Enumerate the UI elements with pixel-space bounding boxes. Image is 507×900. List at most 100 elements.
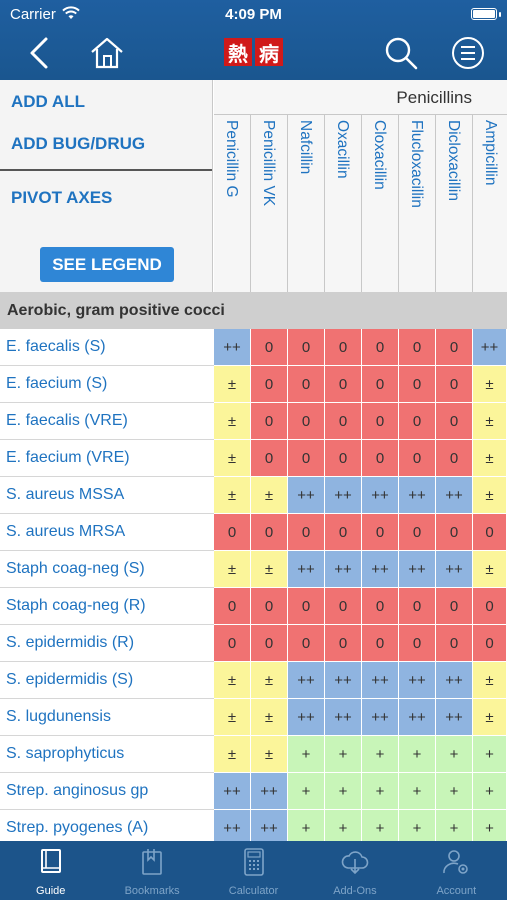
susceptibility-cell[interactable]: 0 bbox=[436, 403, 473, 440]
susceptibility-cell[interactable]: + bbox=[362, 736, 399, 773]
susceptibility-cell[interactable]: 0 bbox=[362, 440, 399, 477]
home-icon[interactable] bbox=[88, 34, 126, 72]
susceptibility-cell[interactable]: ± bbox=[214, 440, 251, 477]
susceptibility-cell[interactable]: ++ bbox=[214, 773, 251, 810]
add-bug-drug-button[interactable]: ADD BUG/DRUG bbox=[11, 134, 146, 153]
susceptibility-cell[interactable]: ++ bbox=[325, 477, 362, 514]
susceptibility-cell[interactable]: 0 bbox=[251, 514, 288, 551]
susceptibility-cell[interactable]: 0 bbox=[399, 514, 436, 551]
organism-label[interactable]: E. faecalis (S) bbox=[0, 329, 214, 366]
susceptibility-cell[interactable]: ++ bbox=[251, 810, 288, 841]
susceptibility-cell[interactable]: 0 bbox=[325, 366, 362, 403]
organism-label[interactable]: E. faecium (S) bbox=[0, 366, 214, 403]
susceptibility-cell[interactable]: ++ bbox=[399, 477, 436, 514]
susceptibility-cell[interactable]: ± bbox=[251, 699, 288, 736]
susceptibility-cell[interactable]: + bbox=[399, 773, 436, 810]
tab-guide[interactable]: Guide bbox=[0, 841, 101, 900]
susceptibility-cell[interactable]: ± bbox=[251, 736, 288, 773]
susceptibility-cell[interactable]: ++ bbox=[325, 662, 362, 699]
susceptibility-cell[interactable]: 0 bbox=[473, 514, 507, 551]
susceptibility-cell[interactable]: ± bbox=[251, 477, 288, 514]
drug-column[interactable]: Ampicillin bbox=[473, 115, 507, 292]
susceptibility-cell[interactable]: 0 bbox=[436, 588, 473, 625]
susceptibility-cell[interactable]: + bbox=[288, 810, 325, 841]
susceptibility-cell[interactable]: + bbox=[399, 810, 436, 841]
susceptibility-cell[interactable]: 0 bbox=[251, 440, 288, 477]
see-legend-button[interactable]: SEE LEGEND bbox=[40, 247, 174, 282]
susceptibility-cell[interactable]: 0 bbox=[473, 588, 507, 625]
search-icon[interactable] bbox=[382, 34, 420, 72]
susceptibility-cell[interactable]: ± bbox=[251, 662, 288, 699]
susceptibility-cell[interactable]: ++ bbox=[399, 551, 436, 588]
susceptibility-cell[interactable]: + bbox=[473, 773, 507, 810]
susceptibility-cell[interactable]: 0 bbox=[288, 403, 325, 440]
susceptibility-cell[interactable]: + bbox=[288, 736, 325, 773]
susceptibility-cell[interactable]: ± bbox=[214, 662, 251, 699]
susceptibility-cell[interactable]: 0 bbox=[214, 588, 251, 625]
susceptibility-cell[interactable]: 0 bbox=[325, 440, 362, 477]
susceptibility-cell[interactable]: 0 bbox=[251, 588, 288, 625]
susceptibility-cell[interactable]: 0 bbox=[362, 366, 399, 403]
susceptibility-cell[interactable]: ++ bbox=[251, 773, 288, 810]
susceptibility-cell[interactable]: 0 bbox=[399, 588, 436, 625]
susceptibility-cell[interactable]: 0 bbox=[288, 588, 325, 625]
susceptibility-cell[interactable]: + bbox=[436, 736, 473, 773]
susceptibility-cell[interactable]: + bbox=[362, 810, 399, 841]
susceptibility-cell[interactable]: 0 bbox=[214, 625, 251, 662]
drug-column[interactable]: Nafcillin bbox=[288, 115, 325, 292]
susceptibility-cell[interactable]: 0 bbox=[325, 329, 362, 366]
susceptibility-cell[interactable]: ± bbox=[214, 551, 251, 588]
susceptibility-cell[interactable]: ± bbox=[473, 440, 507, 477]
susceptibility-cell[interactable]: 0 bbox=[436, 440, 473, 477]
tab-account[interactable]: Account bbox=[406, 841, 507, 900]
susceptibility-cell[interactable]: ± bbox=[214, 736, 251, 773]
susceptibility-cell[interactable]: ++ bbox=[288, 662, 325, 699]
susceptibility-cell[interactable]: + bbox=[325, 810, 362, 841]
susceptibility-cell[interactable]: 0 bbox=[288, 329, 325, 366]
organism-label[interactable]: E. faecium (VRE) bbox=[0, 440, 214, 477]
tab-calculator[interactable]: Calculator bbox=[203, 841, 304, 900]
susceptibility-cell[interactable]: + bbox=[473, 810, 507, 841]
susceptibility-cell[interactable]: ++ bbox=[399, 699, 436, 736]
susceptibility-cell[interactable]: ++ bbox=[362, 551, 399, 588]
susceptibility-cell[interactable]: 0 bbox=[288, 625, 325, 662]
susceptibility-cell[interactable]: ++ bbox=[325, 551, 362, 588]
susceptibility-cell[interactable]: ++ bbox=[436, 551, 473, 588]
susceptibility-cell[interactable]: 0 bbox=[436, 329, 473, 366]
susceptibility-cell[interactable]: ++ bbox=[473, 329, 507, 366]
susceptibility-cell[interactable]: 0 bbox=[325, 403, 362, 440]
susceptibility-cell[interactable]: 0 bbox=[362, 329, 399, 366]
susceptibility-cell[interactable]: 0 bbox=[325, 514, 362, 551]
susceptibility-cell[interactable]: ++ bbox=[288, 551, 325, 588]
drug-column[interactable]: Penicillin VK bbox=[251, 115, 288, 292]
susceptibility-cell[interactable]: 0 bbox=[473, 625, 507, 662]
susceptibility-cell[interactable]: 0 bbox=[399, 329, 436, 366]
susceptibility-cell[interactable]: 0 bbox=[362, 403, 399, 440]
drug-column[interactable]: Penicillin G bbox=[214, 115, 251, 292]
menu-icon[interactable] bbox=[450, 34, 486, 72]
susceptibility-cell[interactable]: ++ bbox=[399, 662, 436, 699]
susceptibility-cell[interactable]: ± bbox=[473, 662, 507, 699]
susceptibility-cell[interactable]: 0 bbox=[436, 625, 473, 662]
add-all-button[interactable]: ADD ALL bbox=[11, 92, 85, 111]
organism-label[interactable]: S. lugdunensis bbox=[0, 699, 214, 736]
drug-column[interactable]: Dicloxacillin bbox=[436, 115, 473, 292]
susceptibility-cell[interactable]: ++ bbox=[288, 477, 325, 514]
susceptibility-cell[interactable]: ± bbox=[214, 403, 251, 440]
susceptibility-cell[interactable]: + bbox=[399, 736, 436, 773]
susceptibility-cell[interactable]: ++ bbox=[436, 699, 473, 736]
susceptibility-cell[interactable]: + bbox=[362, 773, 399, 810]
tab-add-ons[interactable]: Add-Ons bbox=[304, 841, 405, 900]
tab-bookmarks[interactable]: Bookmarks bbox=[101, 841, 202, 900]
susceptibility-cell[interactable]: + bbox=[288, 773, 325, 810]
susceptibility-cell[interactable]: 0 bbox=[399, 625, 436, 662]
susceptibility-cell[interactable]: ++ bbox=[362, 477, 399, 514]
susceptibility-cell[interactable]: 0 bbox=[325, 625, 362, 662]
susceptibility-cell[interactable]: ± bbox=[473, 477, 507, 514]
susceptibility-cell[interactable]: + bbox=[325, 773, 362, 810]
susceptibility-cell[interactable]: ± bbox=[214, 699, 251, 736]
susceptibility-cell[interactable]: 0 bbox=[251, 403, 288, 440]
susceptibility-cell[interactable]: 0 bbox=[399, 366, 436, 403]
organism-label[interactable]: S. saprophyticus bbox=[0, 736, 214, 773]
susceptibility-cell[interactable]: + bbox=[473, 736, 507, 773]
